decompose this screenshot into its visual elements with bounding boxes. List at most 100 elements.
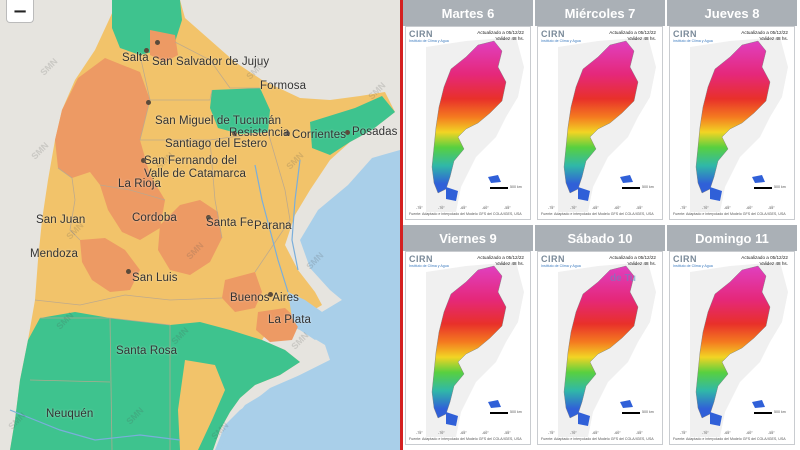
city-label: Neuquén bbox=[46, 408, 94, 420]
zone-green-chaco bbox=[210, 88, 270, 134]
forecast-grid: Martes 6 CIRN Instituto de Clima y Agua Act… bbox=[403, 0, 800, 450]
city-label: La Plata bbox=[268, 314, 311, 326]
city-label: San Luis bbox=[132, 272, 178, 284]
source-note: Fuente: Adaptado e interpolado del Model… bbox=[409, 212, 522, 216]
longitude-tick-label: -55° bbox=[636, 206, 643, 210]
image-divider bbox=[400, 0, 403, 450]
city-label: San Salvador de Jujuy bbox=[152, 56, 270, 68]
forecast-panel: Sábado 10 CIRN Instituto de Clima y Agua Ac… bbox=[535, 225, 665, 445]
updated-date: Actualizado a 05/12/22 bbox=[741, 255, 788, 260]
city-label: Santiago del Estero bbox=[165, 138, 268, 150]
forecast-panel: Viernes 9 CIRN Instituto de Clima y Agua Ac… bbox=[403, 225, 533, 445]
city-label: Posadas bbox=[352, 126, 398, 138]
forecast-map: CIRN Instituto de Clima y Agua Actualizado… bbox=[669, 26, 795, 220]
cirn-logo: CIRN bbox=[409, 29, 433, 39]
zone-yellow-south bbox=[178, 360, 225, 450]
cirn-logo: CIRN bbox=[541, 29, 565, 39]
longitude-tick-label: -65° bbox=[460, 431, 467, 435]
scale-label: 500 km bbox=[510, 185, 522, 189]
longitude-tick-label: -55° bbox=[768, 206, 775, 210]
panel-day-title: Miércoles 7 bbox=[535, 0, 665, 26]
longitude-tick-label: -75° bbox=[548, 431, 555, 435]
panel-day-title: Domingo 11 bbox=[667, 225, 797, 251]
update-info: Actualizado a 05/12/22 Validez 48 hs. bbox=[609, 30, 656, 41]
longitude-tick-label: -75° bbox=[416, 431, 423, 435]
longitude-tick-label: -75° bbox=[416, 206, 423, 210]
alert-map[interactable]: SMN SMN SMN SMN SMN SMN SMN SMN SMN SMN … bbox=[0, 0, 400, 450]
source-note: Fuente: Adaptado e interpolado del Model… bbox=[409, 437, 522, 441]
longitude-tick-label: -70° bbox=[438, 206, 445, 210]
forecast-panel: Domingo 11 CIRN Instituto de Clima y Agua A… bbox=[667, 225, 797, 445]
cirn-subtitle: Instituto de Clima y Agua bbox=[673, 39, 713, 43]
validity: Validez 48 hs. bbox=[759, 35, 788, 41]
city-label: Corrientes bbox=[292, 129, 347, 141]
city-label: San Miguel de Tucumán bbox=[155, 115, 282, 127]
city-label: Santa Fe bbox=[206, 217, 254, 229]
alert-map-canvas: SMN SMN SMN SMN SMN SMN SMN SMN SMN SMN … bbox=[0, 0, 400, 450]
city-dot bbox=[155, 40, 160, 45]
zoom-out-button[interactable]: − bbox=[6, 0, 34, 23]
validity: Validez 48 hs. bbox=[495, 35, 524, 41]
city-dot bbox=[232, 131, 237, 136]
zone-orange-sanluis bbox=[80, 238, 140, 292]
city-dot bbox=[126, 269, 131, 274]
zone-orange-laplata bbox=[256, 308, 300, 342]
longitude-tick-label: -60° bbox=[746, 206, 753, 210]
longitude-tick-label: -60° bbox=[482, 206, 489, 210]
update-info: Actualizado a 05/12/22 Validez 48 hs. bbox=[477, 255, 524, 266]
city-dot bbox=[285, 131, 290, 136]
validity: Validez 48 hs. bbox=[627, 260, 656, 266]
updated-date: Actualizado a 05/12/22 bbox=[741, 30, 788, 35]
longitude-tick-label: -60° bbox=[614, 206, 621, 210]
forecast-map: CIRN Instituto de Clima y Agua Actualizado… bbox=[405, 251, 531, 445]
panel-day-title: Viernes 9 bbox=[403, 225, 533, 251]
scale-label: 500 km bbox=[510, 410, 522, 414]
cirn-subtitle: Instituto de Clima y Agua bbox=[673, 264, 713, 268]
cirn-subtitle: Instituto de Clima y Agua bbox=[409, 264, 449, 268]
forecast-panel: Miércoles 7 CIRN Instituto de Clima y Agua… bbox=[535, 0, 665, 220]
cirn-logo: CIRN bbox=[409, 254, 433, 264]
cirn-subtitle: Instituto de Clima y Agua bbox=[541, 264, 581, 268]
longitude-tick-label: -55° bbox=[636, 431, 643, 435]
updated-date: Actualizado a 05/12/22 bbox=[477, 255, 524, 260]
forecast-map: CIRN Instituto de Clima y Agua Actualizado… bbox=[537, 251, 663, 445]
forecast-map: CIRN Instituto de Clima y Agua Actualizado… bbox=[405, 26, 531, 220]
province-borders bbox=[29, 41, 291, 450]
update-info: Actualizado a 05/12/22 Validez 48 hs. bbox=[741, 30, 788, 41]
zone-orange-salta bbox=[150, 30, 178, 62]
svg-text:SMN: SMN bbox=[304, 250, 325, 271]
source-note: Fuente: Adaptado e interpolado del Model… bbox=[673, 212, 786, 216]
city-label: Salta bbox=[122, 52, 149, 64]
updated-date: Actualizado a 05/12/22 bbox=[609, 30, 656, 35]
cirn-subtitle: Instituto de Clima y Agua bbox=[541, 39, 581, 43]
update-info: Actualizado a 05/12/22 Validez 48 hs. bbox=[477, 30, 524, 41]
city-label: San Juan bbox=[36, 214, 86, 226]
panel-day-title: Martes 6 bbox=[403, 0, 533, 26]
scale-label: 500 km bbox=[774, 185, 786, 189]
forecast-panel: Martes 6 CIRN Instituto de Clima y Agua Act… bbox=[403, 0, 533, 220]
rivers bbox=[9, 159, 301, 441]
city-dot bbox=[206, 215, 211, 220]
longitude-tick-label: -70° bbox=[570, 431, 577, 435]
rio-de-la-plata bbox=[288, 292, 352, 340]
scale-label: 500 km bbox=[642, 185, 654, 189]
source-note: Fuente: Adaptado e interpolado del Model… bbox=[541, 212, 654, 216]
source-note: Fuente: Adaptado e interpolado del Model… bbox=[673, 437, 786, 441]
scale-label: 500 km bbox=[642, 410, 654, 414]
panel-day-title: Jueves 8 bbox=[667, 0, 797, 26]
updated-date: Actualizado a 05/12/22 bbox=[609, 255, 656, 260]
longitude-tick-label: -70° bbox=[570, 206, 577, 210]
zone-orange-west bbox=[55, 58, 165, 240]
forecast-panel: Jueves 8 CIRN Instituto de Clima y Agua Act… bbox=[667, 0, 797, 220]
validity: Validez 48 hs. bbox=[759, 260, 788, 266]
longitude-tick-label: -70° bbox=[702, 431, 709, 435]
city-label: Parana bbox=[254, 220, 292, 232]
city-label: Cordoba bbox=[132, 212, 177, 224]
city-label: Formosa bbox=[260, 80, 307, 92]
longitude-tick-label: -65° bbox=[592, 431, 599, 435]
cirn-logo: CIRN bbox=[541, 254, 565, 264]
source-note: Fuente: Adaptado e interpolado del Model… bbox=[541, 437, 654, 441]
longitude-tick-label: -55° bbox=[504, 206, 511, 210]
validity: Validez 48 hs. bbox=[627, 35, 656, 41]
longitude-tick-label: -65° bbox=[724, 206, 731, 210]
